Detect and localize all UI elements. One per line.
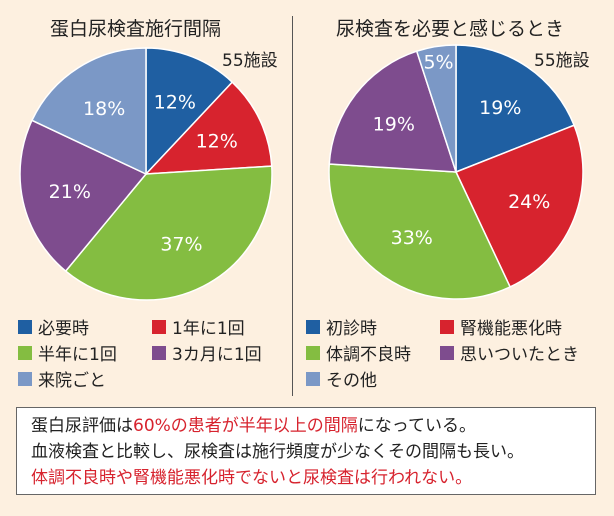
legend-swatch	[152, 319, 166, 334]
summary-line-2: 血液検査と比較し、尿検査は施行頻度が少なくその間隔も長い。	[31, 442, 524, 462]
legend-swatch	[306, 345, 320, 360]
chart1-slice-1	[144, 81, 273, 175]
chart2-label-3: 19%	[373, 114, 415, 136]
legend-label: 3カ月に1回	[172, 345, 262, 365]
chart1-label-4: 18%	[83, 98, 125, 120]
chart2-slice-2	[328, 163, 512, 300]
chart1-title: 蛋白尿検査施行間隔	[50, 18, 222, 40]
legend-label: 体調不良時	[326, 345, 411, 365]
chart1-label-1: 12%	[196, 131, 238, 153]
legend-swatch	[306, 319, 320, 334]
chart1-legend-item: 1年に1回	[152, 314, 245, 339]
chart2-legend-item: その他	[306, 366, 377, 391]
legend-label: 腎機能悪化時	[460, 319, 562, 339]
chart1-slice-0	[145, 47, 234, 176]
legend-swatch	[18, 345, 32, 360]
chart2-label-2: 33%	[391, 227, 433, 249]
chart1-label-3: 21%	[49, 181, 91, 203]
chart1-slice-3	[19, 119, 148, 273]
chart2-legend-item: 思いついたとき	[440, 340, 579, 365]
chart1-label-0: 12%	[154, 91, 196, 113]
legend-swatch	[440, 345, 454, 360]
chart1-legend-item: 来院ごと	[18, 366, 106, 391]
chart2-title: 尿検査を必要と感じるとき	[336, 18, 565, 40]
chart1-slice-4	[30, 47, 147, 176]
summary-box: 蛋白尿評価は60%の患者が半年以上の間隔になっている。 血液検査と比較し、尿検査…	[16, 407, 596, 495]
chart1-legend-item: 半年に1回	[18, 340, 117, 365]
chart1-legend-item: 3カ月に1回	[152, 340, 262, 365]
chart1-slice-2	[64, 165, 273, 301]
summary-line-1: 蛋白尿評価は60%の患者が半年以上の間隔になっている。	[31, 416, 476, 436]
chart1-legend-item: 必要時	[18, 314, 89, 339]
chart2-slice-0	[455, 44, 576, 174]
summary-line-3: 体調不良時や腎機能悪化時でないと尿検査は行われない。	[31, 468, 473, 488]
chart2-slice-4	[415, 44, 457, 173]
legend-swatch	[440, 319, 454, 334]
legend-label: 来院ごと	[38, 371, 106, 391]
chart2-label-1: 24%	[508, 191, 550, 213]
divider	[292, 16, 293, 396]
legend-swatch	[18, 319, 32, 334]
legend-swatch	[18, 371, 32, 386]
chart2-legend-item: 体調不良時	[306, 340, 411, 365]
chart1-n: 55施設	[222, 51, 278, 71]
chart2-label-0: 19%	[479, 97, 521, 119]
legend-swatch	[152, 345, 166, 360]
legend-label: 必要時	[38, 319, 89, 339]
chart2-legend-item: 腎機能悪化時	[440, 314, 562, 339]
chart2-slice-3	[328, 50, 458, 173]
legend-label: 思いついたとき	[460, 345, 579, 365]
legend-label: その他	[326, 371, 377, 391]
pie-charts: 12%12% 37% 21% 18% 19% 24% 33% 19% 5%	[19, 44, 584, 301]
chart2-n: 55施設	[534, 51, 590, 71]
chart2-legend-item: 初診時	[306, 314, 377, 339]
legend-label: 初診時	[326, 319, 377, 339]
chart2-slice-1	[454, 124, 584, 288]
chart2-label-4: 5%	[423, 52, 453, 74]
legend-swatch	[306, 371, 320, 386]
legend-label: 1年に1回	[172, 319, 245, 339]
chart1-label-2: 37%	[160, 234, 202, 256]
legend-label: 半年に1回	[38, 345, 117, 365]
